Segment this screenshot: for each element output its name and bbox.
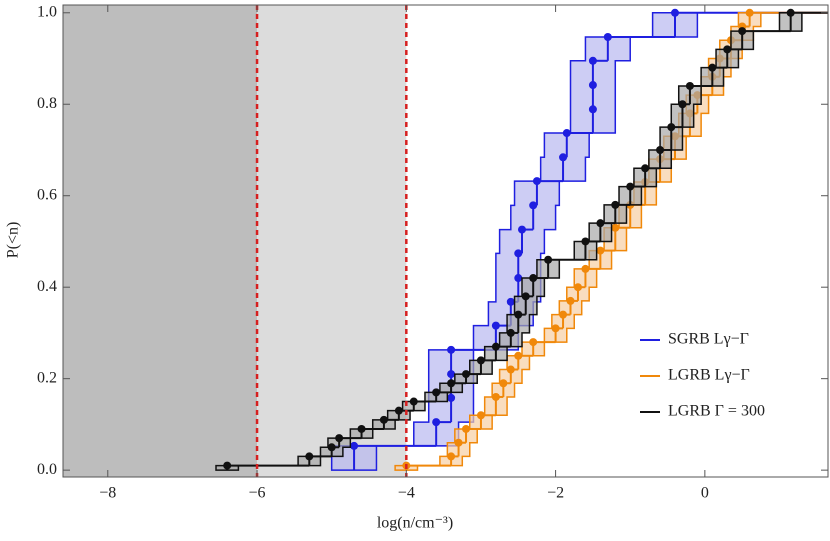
legend-label: SGRB Lγ−Γ	[668, 331, 749, 348]
x-tick-label: −4	[398, 485, 415, 502]
point	[532, 177, 541, 186]
point	[476, 411, 485, 420]
point	[723, 45, 732, 54]
point	[432, 418, 441, 427]
point	[447, 370, 456, 379]
point	[447, 345, 456, 354]
point	[462, 370, 471, 379]
point	[350, 441, 359, 450]
shade-region	[63, 5, 258, 477]
point	[745, 8, 754, 17]
point	[223, 461, 232, 470]
y-tick-label: 0.6	[37, 186, 57, 203]
point	[514, 249, 523, 258]
point	[667, 123, 676, 132]
point	[786, 8, 795, 17]
point	[596, 219, 605, 228]
x-tick-label: 0	[701, 485, 709, 502]
point	[462, 424, 471, 433]
y-axis-label: P(<n)	[5, 222, 22, 259]
point	[588, 105, 597, 114]
point	[518, 225, 526, 234]
point	[611, 223, 620, 232]
x-tick-label: −8	[99, 485, 116, 502]
point	[551, 324, 560, 333]
point	[559, 153, 568, 162]
point	[603, 33, 612, 42]
point	[491, 342, 500, 351]
point	[708, 63, 717, 72]
point	[476, 356, 485, 365]
point	[491, 321, 500, 330]
point	[506, 297, 515, 306]
y-tick-label: 0.2	[37, 369, 57, 386]
point	[514, 351, 523, 360]
point	[499, 379, 508, 388]
y-tick-label: 0.8	[37, 95, 57, 112]
point	[626, 182, 635, 191]
point	[671, 8, 679, 17]
point	[611, 200, 620, 209]
point	[514, 310, 523, 319]
point	[573, 283, 582, 292]
point	[581, 237, 590, 246]
point	[409, 397, 418, 406]
point	[596, 246, 605, 255]
plot-frame	[62, 4, 829, 478]
y-tick-label: 0.0	[37, 461, 57, 478]
point	[685, 81, 694, 90]
point	[432, 388, 441, 397]
legend-label: LGRB Lγ−Γ	[668, 367, 750, 384]
point	[529, 338, 538, 347]
point	[562, 129, 571, 138]
point	[559, 310, 568, 319]
point	[566, 296, 575, 305]
point	[447, 379, 456, 388]
point	[327, 443, 336, 452]
point	[379, 415, 388, 424]
point	[357, 424, 366, 433]
shade-region	[257, 5, 407, 477]
point	[447, 452, 456, 461]
point	[678, 100, 687, 109]
point	[447, 393, 456, 402]
point	[394, 406, 403, 415]
point	[335, 434, 344, 443]
x-tick-label: −2	[547, 485, 564, 502]
point	[529, 274, 538, 283]
point	[588, 81, 597, 90]
point	[521, 292, 530, 301]
point	[491, 392, 500, 401]
point	[588, 56, 597, 65]
y-tick-label: 0.4	[37, 278, 57, 295]
point	[529, 201, 538, 210]
point	[506, 365, 515, 374]
x-axis-label: log(n/cm⁻³)	[377, 515, 453, 532]
point	[454, 438, 463, 447]
point	[656, 145, 665, 154]
point	[738, 27, 747, 36]
y-tick-label: 1.0	[37, 3, 57, 20]
x-tick-label: −6	[249, 485, 266, 502]
point	[581, 264, 590, 273]
point	[506, 328, 515, 337]
point	[514, 274, 523, 283]
point	[544, 255, 553, 264]
point	[641, 164, 650, 173]
legend-label: LGRB Γ = 300	[668, 403, 765, 420]
point	[305, 452, 314, 461]
